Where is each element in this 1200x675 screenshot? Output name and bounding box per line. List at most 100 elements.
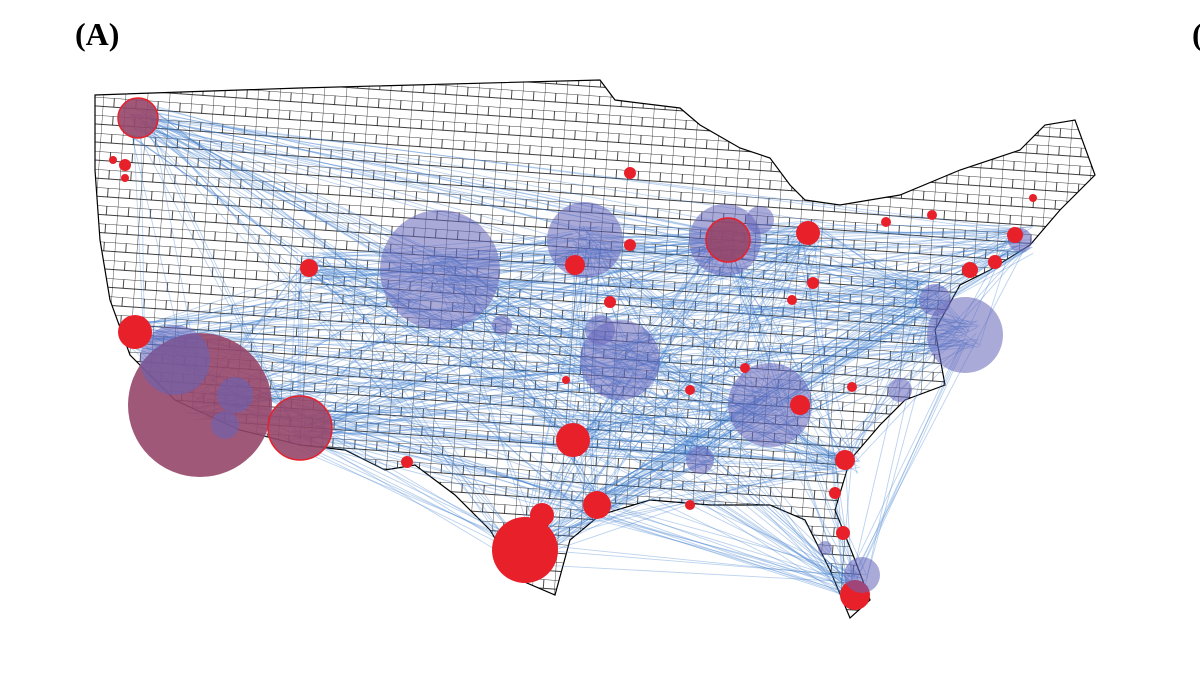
- flow-line: [586, 473, 835, 495]
- flow-line: [595, 245, 850, 602]
- flow-line: [534, 459, 695, 557]
- location-bubble: [927, 297, 1003, 373]
- flow-line: [807, 242, 1035, 251]
- flow-line: [295, 399, 759, 440]
- flow-line: [625, 240, 817, 354]
- flow-line: [533, 395, 766, 546]
- flow-line: [617, 286, 944, 347]
- flow-line: [582, 238, 967, 333]
- flow-line: [850, 296, 938, 454]
- flow-line: [516, 247, 738, 563]
- flow-line: [585, 444, 696, 461]
- next-panel-label: (: [1192, 16, 1200, 52]
- flow-line: [608, 278, 942, 349]
- flow-line: [707, 242, 811, 450]
- flow-line: [142, 119, 583, 245]
- flow-line: [131, 115, 728, 235]
- flow-line: [284, 416, 867, 576]
- flow-line: [704, 449, 856, 586]
- location-bubble: [807, 277, 819, 289]
- flow-line: [575, 290, 941, 431]
- location-bubble: [117, 97, 159, 139]
- flow-line: [214, 303, 941, 396]
- flow-line: [570, 244, 1028, 448]
- location-bubble: [604, 296, 616, 308]
- flow-line: [586, 227, 1024, 444]
- location-bubble: [583, 491, 611, 519]
- flow-line: [291, 429, 598, 498]
- location-bubble: [787, 295, 797, 305]
- flow-line: [443, 280, 920, 295]
- flow-line: [719, 233, 1017, 245]
- flow-line: [138, 117, 856, 591]
- flow-line: [516, 248, 594, 558]
- flow-line: [290, 430, 523, 542]
- flow-line: [450, 255, 869, 602]
- flow-line: [134, 107, 586, 438]
- flow-line: [206, 366, 623, 404]
- flow-line: [525, 460, 859, 537]
- flow-line: [531, 466, 861, 536]
- location-bubble: [888, 378, 912, 402]
- flow-line: [150, 119, 619, 374]
- flow-line: [151, 300, 927, 339]
- flow-line: [153, 336, 622, 347]
- flow-line: [608, 450, 842, 502]
- flow-line: [306, 241, 798, 441]
- flow-line: [592, 246, 1028, 513]
- flow-line: [534, 244, 820, 542]
- flow-line: [206, 246, 714, 417]
- flow-line: [305, 245, 1023, 427]
- flow-line: [150, 129, 589, 518]
- location-bubble: [492, 315, 512, 335]
- flow-line: [302, 415, 613, 509]
- flow-line: [800, 228, 925, 300]
- flow-line: [208, 342, 952, 419]
- flow-line: [576, 237, 1021, 441]
- flow-line: [612, 247, 814, 503]
- flow-line: [598, 500, 852, 592]
- flow-line: [307, 247, 588, 427]
- flow-line: [311, 371, 610, 439]
- flow-line: [514, 279, 924, 558]
- flow-line: [152, 302, 921, 346]
- flow-line: [317, 259, 693, 444]
- flow-line: [313, 262, 570, 437]
- flow-line: [139, 267, 319, 327]
- flow-line: [308, 248, 581, 434]
- flow-line: [595, 445, 695, 512]
- location-bubble: [705, 217, 751, 263]
- flow-line: [126, 117, 585, 230]
- flow-line: [587, 227, 1014, 434]
- flow-line: [307, 416, 587, 448]
- flow-line: [294, 440, 843, 585]
- flow-line: [588, 511, 863, 602]
- flow-line: [310, 254, 513, 550]
- flow-line: [144, 128, 609, 368]
- location-bubble: [530, 503, 554, 527]
- location-bubble: [796, 221, 820, 245]
- flow-line: [840, 446, 854, 582]
- flow-line: [511, 547, 858, 577]
- flow-line: [124, 123, 435, 258]
- location-bubble: [836, 526, 850, 540]
- flow-line: [446, 273, 961, 343]
- flow-line: [782, 252, 1034, 393]
- flow-line: [140, 113, 145, 338]
- flow-line: [565, 249, 577, 431]
- flow-line: [145, 119, 300, 436]
- location-bubble: [1007, 227, 1023, 243]
- flow-line: [608, 243, 805, 512]
- flow-line: [134, 320, 952, 341]
- flow-line: [576, 442, 698, 453]
- flow-line: [447, 264, 861, 599]
- bubbles: [109, 97, 1037, 610]
- flow-line: [730, 237, 848, 467]
- flow-line: [430, 256, 979, 326]
- location-bubble: [927, 210, 937, 220]
- flow-line: [584, 450, 866, 582]
- flow-line: [141, 130, 298, 273]
- flow-line: [443, 278, 956, 339]
- flow-line: [150, 118, 1020, 254]
- flow-line: [795, 246, 858, 474]
